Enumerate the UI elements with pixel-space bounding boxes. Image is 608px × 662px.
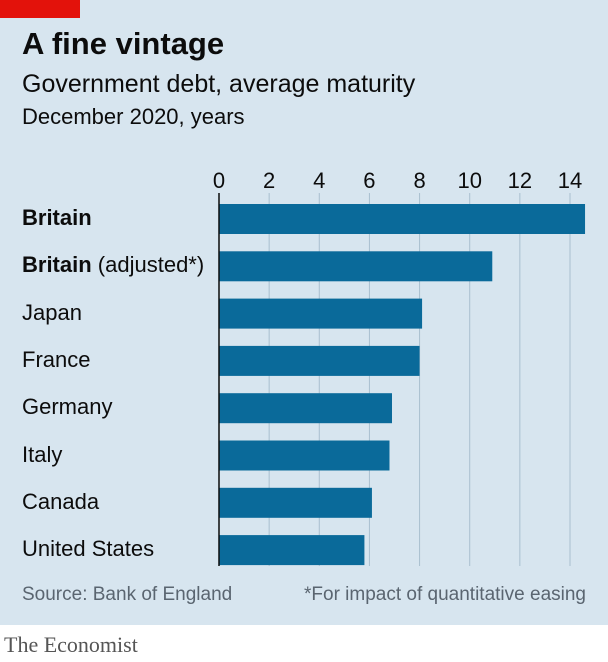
footnote: *For impact of quantitative easing <box>304 584 586 605</box>
bar <box>219 251 493 282</box>
category-label: Britain <box>22 205 92 230</box>
bar <box>219 535 365 566</box>
x-tick-label: 4 <box>313 168 325 193</box>
brand-red-tag <box>0 0 80 18</box>
category-label: France <box>22 346 91 372</box>
bar <box>219 440 390 471</box>
economist-logo-text: The Economist <box>4 632 138 657</box>
category-label: Italy <box>22 441 63 467</box>
category-label: Japan <box>22 299 82 325</box>
category-label: United States <box>22 536 155 562</box>
chart-card: A fine vintage Government debt, average … <box>0 0 608 625</box>
category-label: Britain (adjusted*) <box>22 252 205 278</box>
chart-title: A fine vintage <box>22 26 225 61</box>
source-note: Source: Bank of England <box>22 584 233 605</box>
bar <box>219 204 586 234</box>
chart-subtitle: Government debt, average maturity <box>22 70 416 98</box>
x-tick-label: 2 <box>263 168 275 193</box>
x-tick-label: 14 <box>558 168 582 193</box>
x-tick-label: 0 <box>213 168 225 193</box>
x-tick-label: 10 <box>457 168 481 193</box>
bar <box>219 393 392 424</box>
bar-chart: 0 2 4 6 8 10 12 14 <box>213 168 586 566</box>
x-tick-label: 8 <box>413 168 425 193</box>
bar <box>219 487 372 518</box>
x-tick-label: 6 <box>363 168 375 193</box>
chart-units: December 2020, years <box>22 104 245 129</box>
category-label: Germany <box>22 394 113 420</box>
x-tick-label: 12 <box>508 168 532 193</box>
category-label: Canada <box>22 488 100 514</box>
bar <box>219 298 423 329</box>
bar <box>219 345 420 376</box>
